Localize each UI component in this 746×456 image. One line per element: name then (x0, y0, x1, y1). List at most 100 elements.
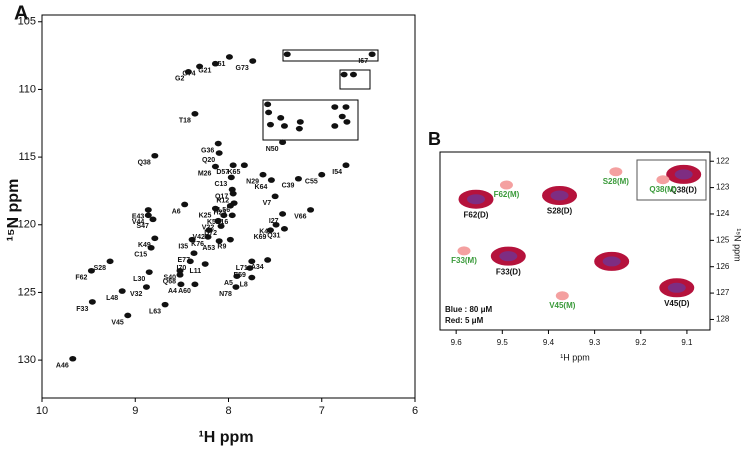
peak-label: A4 (168, 288, 177, 295)
peak-label: T18 (179, 118, 191, 125)
peak-label: K49 (138, 242, 151, 249)
peak (295, 125, 303, 132)
peak-label: Q31 (267, 233, 280, 240)
peak (331, 123, 339, 129)
y-tick-label: 122 (716, 156, 730, 165)
y-tick-label: 125 (716, 235, 730, 244)
peak-label: L71 (236, 265, 248, 272)
peak (227, 174, 235, 181)
y-tick-label: 125 (18, 286, 36, 298)
peak (296, 119, 304, 125)
peak-label: V7 (263, 200, 272, 207)
peak-core (602, 256, 621, 267)
peak-label: I27 (269, 218, 279, 225)
peak-label: V45(M) (549, 301, 576, 310)
peak-label: A53 (202, 245, 215, 252)
peak-label: V45 (111, 319, 124, 326)
peak (211, 60, 219, 67)
x-tick-label: 9.6 (451, 338, 463, 347)
region-box (282, 49, 379, 62)
peak-label: K52 (207, 219, 220, 226)
peak-label: V66 (294, 214, 307, 221)
peak (124, 312, 132, 319)
peak-label: A5 (224, 280, 233, 287)
peak (184, 69, 192, 75)
peak (151, 152, 159, 159)
peak-core (674, 169, 693, 180)
peak-label: Q68 (163, 279, 176, 286)
peak-label: F33 (76, 306, 88, 313)
y-axis-label: ¹⁵N ppm (733, 228, 743, 261)
peak-label: F62(D) (464, 210, 489, 219)
peak-label: Q17 (215, 193, 228, 200)
peak-label: N50 (266, 146, 279, 153)
peak (229, 162, 237, 169)
peak-label: G21 (198, 68, 211, 75)
peak (609, 167, 623, 177)
peak (228, 212, 236, 219)
x-tick-label: 8 (225, 405, 231, 417)
peak-label: N29 (246, 179, 259, 186)
peak (215, 150, 223, 156)
peak (294, 175, 302, 182)
peak-label: G36 (201, 147, 214, 154)
region-box (339, 69, 371, 90)
peak-label: C13 (214, 181, 227, 188)
peak-label: F62(M) (494, 190, 520, 199)
peak (147, 244, 155, 251)
peak (220, 212, 228, 219)
peak (271, 193, 279, 200)
peak (87, 267, 95, 274)
peak (249, 58, 257, 64)
peak-label: C39 (282, 183, 295, 190)
peak (240, 162, 248, 169)
annotation: Blue : 80 μM (445, 305, 492, 314)
peak (283, 51, 291, 58)
peak (211, 163, 219, 170)
peak-label: A60 (178, 288, 191, 295)
peak (499, 180, 513, 190)
peak-label: K41 (259, 229, 272, 236)
peak (267, 177, 275, 183)
y-tick-label: 128 (716, 315, 730, 324)
peak-label: Q38(D) (671, 186, 698, 195)
y-tick-label: 127 (716, 288, 730, 297)
peak (266, 121, 274, 128)
peak-label: H23 (214, 210, 227, 217)
peak (226, 203, 234, 209)
peak-label: S28(M) (603, 177, 630, 186)
peak (279, 139, 287, 146)
peak (161, 301, 169, 308)
y-tick-label: 126 (716, 262, 730, 271)
peak (343, 119, 351, 125)
peak (342, 162, 350, 169)
peak (229, 190, 237, 197)
peak (272, 221, 280, 228)
x-tick-label: 7 (319, 405, 325, 417)
peak (215, 238, 223, 244)
peak (342, 104, 350, 110)
peak-label: F33(M) (451, 256, 477, 265)
peak-label: C15 (134, 252, 147, 259)
peak-label: L56 (218, 207, 230, 214)
peak-label: S28(D) (547, 207, 573, 216)
y-tick-label: 130 (18, 354, 36, 366)
peak-label: Q38 (138, 160, 151, 167)
y-tick-label: 120 (18, 219, 36, 231)
peak (280, 226, 288, 232)
peak-label: L8 (240, 281, 248, 288)
peak-label: V45(D) (664, 299, 690, 308)
peak-label: L48 (106, 295, 118, 302)
peak (214, 140, 222, 147)
peak-label: L30 (133, 276, 145, 283)
peak (246, 265, 254, 271)
peak-label: I35 (178, 244, 188, 251)
annotation: Red: 5 μM (445, 316, 484, 325)
y-tick-label: 115 (18, 151, 36, 163)
peak-label: A46 (56, 363, 69, 370)
x-tick-label: 9.1 (681, 338, 693, 347)
peak-label: L16 (216, 219, 228, 226)
peak-label: K25 (199, 212, 212, 219)
